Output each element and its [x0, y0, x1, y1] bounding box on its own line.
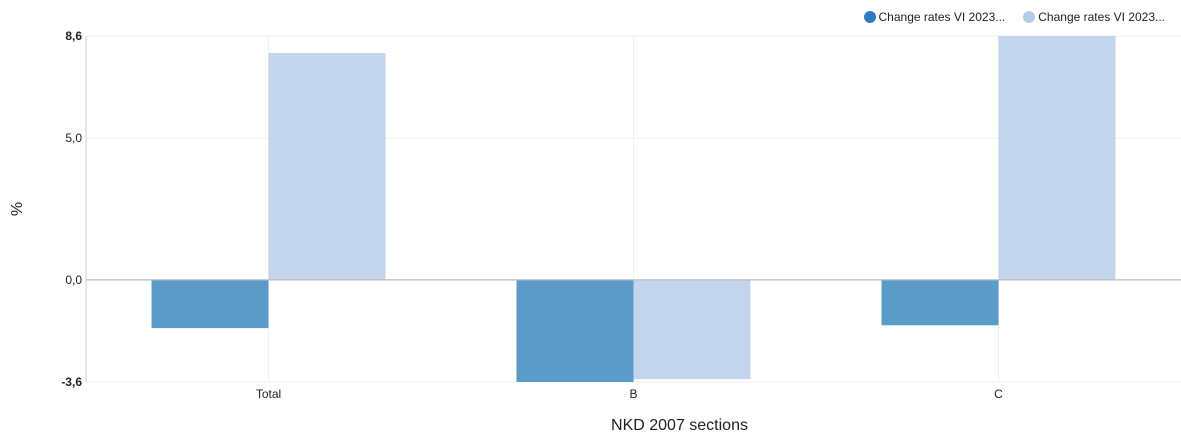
legend-label-series-2: Change rates VI 2023... — [1038, 10, 1165, 24]
bar-total-series-1 — [151, 279, 269, 329]
bar-c-series-1 — [881, 279, 999, 326]
legend-item-series-2[interactable]: Change rates VI 2023... — [1023, 10, 1165, 24]
legend-item-series-1[interactable]: Change rates VI 2023... — [863, 10, 1006, 24]
y-tick-label: 0,0 — [65, 273, 82, 287]
bar-b-series-2 — [633, 279, 751, 380]
legend-label-series-1: Change rates VI 2023... — [878, 10, 1006, 24]
x-axis-title: NKD 2007 sections — [611, 417, 748, 433]
bar-c-series-2 — [998, 36, 1116, 280]
y-tick-label: 8,6 — [65, 29, 82, 43]
x-tick-label: C — [994, 387, 1003, 401]
bar-total-series-2 — [268, 53, 386, 280]
legend-swatch-series-1 — [863, 11, 876, 23]
bar-b-series-1 — [516, 279, 634, 382]
y-tick-label: 5,0 — [65, 131, 82, 145]
x-tick-label: Total — [256, 387, 281, 401]
y-axis-title: % — [9, 202, 26, 216]
x-tick-label: B — [629, 387, 637, 401]
y-tick-label: -3,6 — [61, 375, 82, 389]
legend: Change rates VI 2023... Change rates VI … — [863, 10, 1165, 24]
legend-swatch-series-2 — [1023, 11, 1036, 23]
